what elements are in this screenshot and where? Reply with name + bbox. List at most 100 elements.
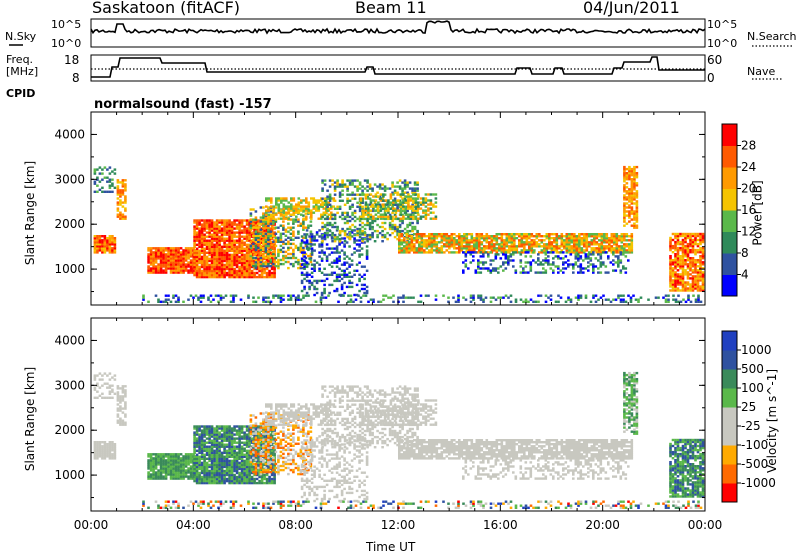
- power-cell: [694, 259, 697, 262]
- power-cell: [305, 265, 309, 268]
- power-cell: [124, 185, 127, 188]
- power-cell: [228, 261, 231, 265]
- power-cell: [388, 225, 392, 229]
- power-cell: [414, 203, 418, 206]
- power-cell: [303, 273, 306, 276]
- power-cell: [309, 220, 313, 223]
- power-cell: [485, 241, 489, 244]
- power-cell: [292, 294, 295, 297]
- power-cell: [274, 294, 278, 297]
- power-cell: [625, 202, 629, 205]
- power-cell: [495, 249, 499, 252]
- power-cell: [696, 271, 700, 274]
- power-cell: [258, 229, 261, 232]
- power-cell: [628, 214, 631, 217]
- power-cell: [233, 267, 236, 271]
- power-cell: [346, 213, 349, 217]
- power-cell: [193, 243, 196, 246]
- power-cell: [299, 248, 303, 252]
- power-cell: [478, 245, 481, 248]
- power-cell: [525, 249, 529, 252]
- power-cell: [538, 239, 541, 242]
- power-cell: [253, 273, 256, 277]
- power-cell: [263, 257, 266, 261]
- power-cell: [409, 205, 413, 208]
- power-cell: [681, 238, 685, 242]
- power-cell: [565, 235, 569, 238]
- power-cell: [355, 269, 359, 272]
- power-cell: [223, 231, 226, 234]
- velocity-cell: [162, 461, 165, 464]
- power-cell: [124, 207, 127, 210]
- power-cell: [543, 247, 546, 250]
- power-cell: [300, 259, 304, 262]
- power-cell: [174, 265, 178, 268]
- power-cell: [272, 296, 275, 299]
- power-cell: [513, 243, 516, 246]
- power-cell: [615, 243, 619, 246]
- power-cell: [213, 231, 216, 234]
- power-cell: [245, 271, 249, 275]
- power-cell: [393, 207, 397, 210]
- power-cell: [674, 267, 677, 270]
- power-cell: [593, 243, 596, 246]
- power-cell: [404, 213, 408, 216]
- power-cell: [487, 253, 490, 256]
- power-cell: [457, 294, 460, 297]
- power-cell: [325, 201, 328, 204]
- power-cell: [343, 269, 346, 272]
- power-cell: [555, 247, 559, 250]
- power-cell: [303, 251, 306, 254]
- power-cell: [172, 249, 175, 252]
- velocity-cell: [182, 465, 185, 468]
- power-cell: [595, 235, 599, 238]
- power-cell: [203, 227, 206, 230]
- velocity-cell: [116, 395, 120, 398]
- power-cell: [103, 251, 107, 254]
- power-cell: [240, 251, 244, 254]
- power-cell: [210, 227, 214, 230]
- power-cell: [230, 227, 234, 230]
- power-cell: [177, 296, 180, 299]
- power-cell: [149, 271, 153, 274]
- power-cell: [681, 275, 685, 278]
- power-cell: [401, 203, 404, 206]
- power-cell: [565, 243, 569, 246]
- power-cell: [635, 202, 639, 205]
- power-cell: [189, 249, 193, 252]
- power-cell: [162, 261, 165, 264]
- power-cell: [367, 207, 370, 210]
- power-cell: [209, 300, 213, 303]
- power-cell: [483, 237, 486, 240]
- power-cell: [331, 223, 334, 227]
- power-cell: [691, 244, 695, 248]
- power-cell: [628, 247, 631, 250]
- power-cell: [374, 203, 378, 206]
- power-data-cells: [93, 165, 705, 303]
- power-cell: [433, 245, 436, 248]
- velocity-cell: [113, 374, 117, 377]
- power-cell: [623, 212, 626, 215]
- power-cell: [284, 242, 288, 246]
- power-cell: [472, 251, 475, 254]
- power-cell: [177, 267, 180, 270]
- power-cell: [500, 241, 504, 244]
- power-cell: [336, 185, 339, 188]
- power-cell: [282, 217, 286, 220]
- power-cell: [619, 261, 623, 264]
- power-cell: [313, 293, 316, 297]
- power-cell: [363, 193, 367, 196]
- power-cell: [411, 221, 414, 225]
- velocity-cell: [121, 419, 125, 422]
- power-cell: [235, 241, 239, 244]
- power-cell: [218, 247, 221, 250]
- power-cell: [533, 241, 536, 244]
- power-cell: [223, 269, 226, 273]
- power-cell: [149, 255, 153, 258]
- power-cell: [389, 207, 393, 210]
- freq-trace: [91, 56, 705, 78]
- velocity-cell: [96, 374, 99, 377]
- power-cell: [578, 249, 581, 252]
- velocity-cell: [162, 463, 165, 466]
- power-cell: [415, 247, 419, 250]
